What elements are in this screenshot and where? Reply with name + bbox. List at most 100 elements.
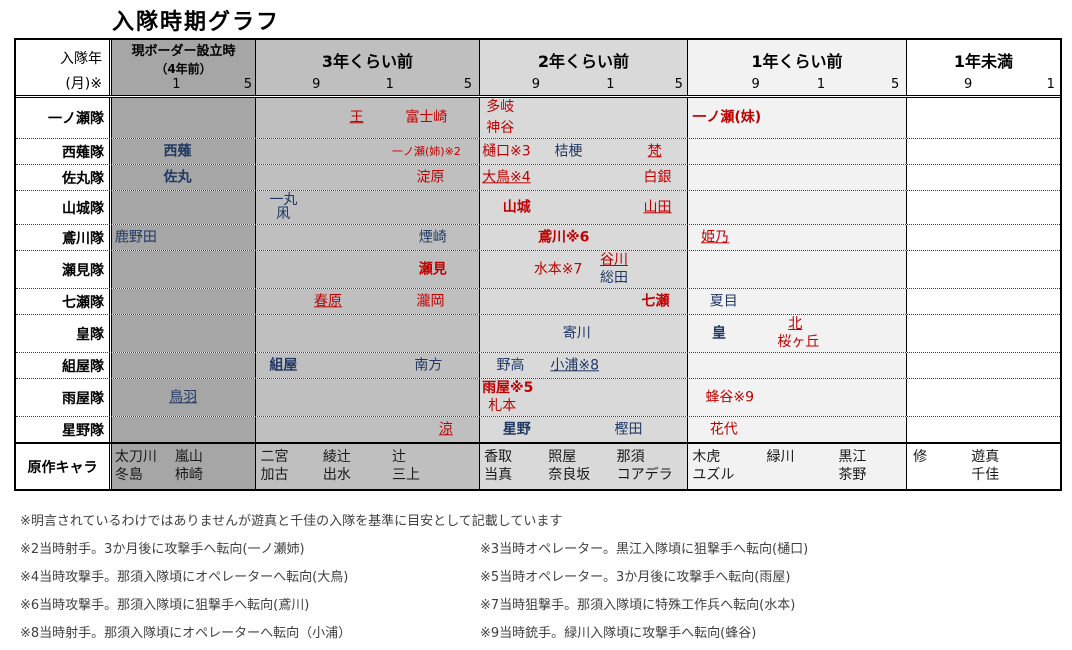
row-cell-period-1: 組屋 南方 (255, 353, 479, 378)
footnote-row: ※8当時射手。那須入隊頃にオペレーターへ転向（小浦） ※9当時銃手。緑川入隊頃に攻… (20, 622, 1060, 650)
member-entry: 鳥羽 (169, 388, 198, 405)
member-entry: 三上 (392, 466, 421, 483)
member-entry: 太刀川 (114, 449, 157, 465)
member-entry: 王 (349, 109, 364, 126)
squad-row: 西薙隊 西薙 一ノ瀬(姉)※2 樋口※3 桔梗 梵 (16, 138, 1060, 164)
row-cell-period-2: 多岐 神谷 (479, 98, 687, 138)
row-label: 組屋隊 (16, 353, 112, 378)
member-entry: 木虎 (692, 449, 721, 465)
period-header-0: 現ボーダー設立時 （4年前） 1 5 (112, 40, 255, 95)
row-label: 雨屋隊 (16, 379, 112, 416)
squad-row: 一ノ瀬隊王富士崎 多岐 神谷 一ノ瀬(妹) (16, 98, 1060, 138)
month-tick: 9 (964, 77, 973, 92)
member-entry: 花代 (709, 420, 738, 437)
row-cell-period-3: 蜂谷※9 (687, 379, 906, 416)
row-cell-period-1: 涼 (255, 417, 479, 442)
row-cell-period-2: 香取 照屋 那須 当真 奈良坂 コアデラ (479, 444, 687, 489)
row-cell-period-1: 一丸凩 (255, 191, 479, 224)
month-tick: 5 (674, 77, 683, 92)
member-entry: 冬島 (114, 466, 143, 483)
month-tick: 9 (312, 77, 321, 92)
row-cell-period-2: 寄川 (479, 315, 687, 352)
row-cell-period-0 (112, 251, 255, 288)
row-label: 瀬見隊 (16, 251, 112, 288)
row-label: 原作キャラ (16, 444, 112, 489)
member-entry: 寄川 (562, 324, 591, 341)
row-cell-period-2: 七瀬 (479, 289, 687, 314)
month-tick: 9 (751, 77, 760, 92)
row-label-text: 組屋隊 (62, 358, 104, 375)
member-entry: 七瀬 (641, 292, 670, 309)
period-label: 3年くらい前 (321, 52, 414, 71)
squad-row: 星野隊 涼 星野 樫田 花代 (16, 416, 1060, 442)
period-sublabel: （4年前） (155, 61, 212, 76)
squad-row: 組屋隊 組屋 南方 野高 小浦※8 (16, 352, 1060, 378)
member-entry: 鹿野田 (114, 228, 157, 245)
row-cell-period-2: 大鳥※4 白銀 (479, 165, 687, 190)
member-entry: 修 (913, 449, 928, 465)
row-label-text: 西薙隊 (62, 144, 104, 161)
member-entry: 辻 (392, 449, 407, 465)
row-label-text: 雨屋隊 (62, 390, 104, 407)
member-entry: 茶野 (838, 466, 867, 483)
member-entry: 佐丸 (163, 168, 192, 185)
period-label: 1年未満 (953, 52, 1014, 71)
month-tick: 1 (606, 77, 615, 92)
member-entry: 雨屋※5 (482, 380, 534, 396)
row-label-text: 皇隊 (76, 326, 104, 343)
footnote-general: ※明言されているわけではありませんが遊真と千佳の入隊を基準に目安として記載してい… (20, 514, 563, 529)
row-cell-period-1: 一ノ瀬(姉)※2 (255, 139, 479, 164)
row-label-text: 星野隊 (62, 422, 104, 439)
member-entry: 北 (788, 316, 803, 332)
row-cell-period-2: 山城 山田 (479, 191, 687, 224)
chart-header: 入隊年 (月)※ 現ボーダー設立時 （4年前） 1 5 3年くらい前 9 1 5 2年くらい前 9… (16, 40, 1060, 98)
row-label: 七瀬隊 (16, 289, 112, 314)
row-cell-period-2: 水本※7 谷川 総田 (479, 251, 687, 288)
footnote-row: ※4当時攻撃手。那須入隊頃にオペレーターへ転向(大鳥) ※5当時オペレーター。3か… (20, 566, 1060, 594)
squad-row: 山城隊 一丸凩 山城 山田 (16, 190, 1060, 224)
row-cell-period-3: 夏目 (687, 289, 906, 314)
member-entry: 千佳 (971, 466, 1000, 483)
member-entry: 樋口※3 (482, 142, 531, 159)
month-tick: 1 (385, 77, 394, 92)
member-entry: 皇 (711, 324, 726, 341)
period-header-1: 3年くらい前 9 1 5 (255, 40, 479, 95)
member-entry: 西薙 (163, 142, 192, 159)
row-label: 佐丸隊 (16, 165, 112, 190)
squad-row: 鳶川隊 鹿野田 煙崎 鳶川※6 姫乃 (16, 224, 1060, 250)
member-entry: 黒江 (838, 449, 867, 465)
footnote-left: ※2当時射手。3か月後に攻撃手へ転向(一ノ瀬姉) (20, 542, 305, 557)
footnote-row: ※6当時攻撃手。那須入隊頃に狙撃手へ転向(鳶川) ※7当時狙撃手。那須入隊頃に特殊… (20, 594, 1060, 622)
member-entry: 那須 (616, 449, 645, 465)
member-entry: ユズル (692, 466, 735, 483)
row-cell-period-2: 野高 小浦※8 (479, 353, 687, 378)
row-cell-period-4 (906, 289, 1060, 314)
row-label-text: 原作キャラ (27, 459, 98, 476)
period-label: 1年くらい前 (751, 52, 843, 71)
member-entry: 星野 (502, 420, 531, 437)
member-entry: 大鳥※4 (482, 168, 531, 185)
member-entry: 淀原 (416, 168, 445, 185)
member-entry: 瀬見 (418, 260, 447, 277)
member-entry: 春原 (313, 292, 342, 309)
row-label-text: 鳶川隊 (62, 230, 104, 247)
member-entry: 神谷 (486, 119, 515, 136)
member-entry: 蜂谷※9 (705, 388, 755, 405)
row-cell-period-1 (255, 379, 479, 416)
member-entry: 柿崎 (174, 466, 203, 483)
member-entry: 出水 (322, 466, 351, 483)
member-entry: 煙崎 (418, 228, 447, 245)
footnote-right: ※9当時銃手。緑川入隊頃に攻撃手へ転向(蜂谷) (480, 626, 757, 641)
corner-cell: 入隊年 (月)※ (16, 40, 112, 95)
period-label: 現ボーダー設立時 (131, 44, 236, 59)
member-entry: 遊真 (971, 449, 1000, 465)
footnote-right: ※3当時オペレーター。黒江入隊頃に狙撃手へ転向(樋口) (480, 542, 809, 557)
month-tick: 5 (890, 77, 900, 92)
row-cell-period-4 (906, 353, 1060, 378)
footnote-right: ※7当時狙撃手。那須入隊頃に特殊工作兵へ転向(水本) (480, 598, 796, 613)
member-entry: 二宮 (260, 449, 289, 465)
row-cell-period-1: 煙崎 (255, 225, 479, 250)
member-entry: 凩 (276, 205, 291, 222)
member-entry: 谷川 (600, 252, 629, 268)
